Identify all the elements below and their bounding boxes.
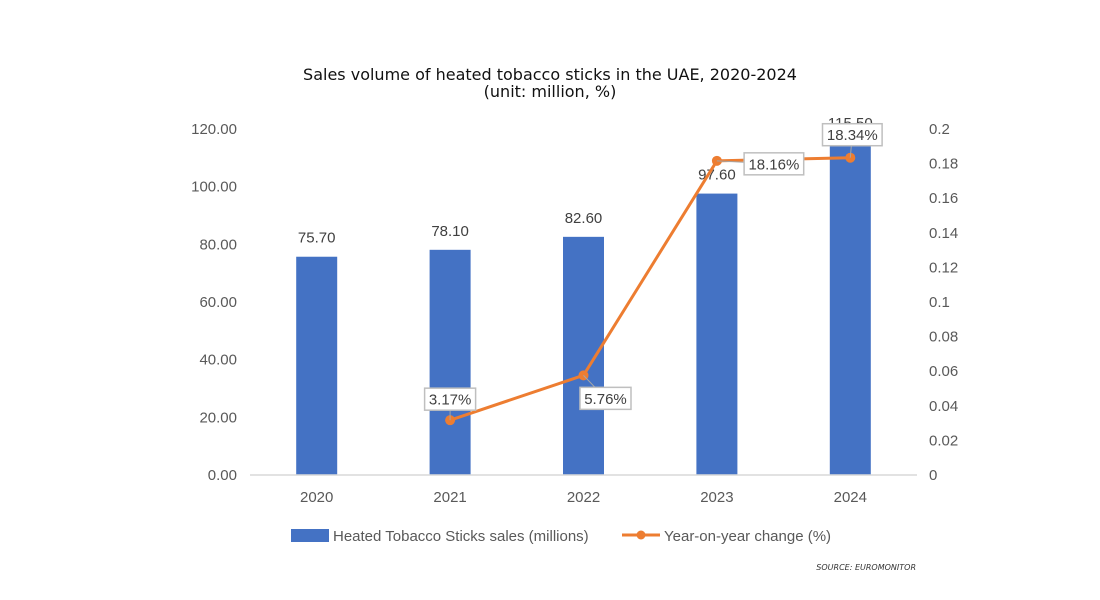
line-label-box (821, 122, 883, 147)
right-tick-label: 0.06 (929, 363, 958, 380)
bar-series (296, 141, 871, 475)
line-label-box (743, 152, 805, 176)
left-tick-label: 40.00 (199, 352, 237, 369)
legend-line-marker (636, 530, 646, 540)
left-tick-label: 0.00 (208, 467, 237, 484)
right-tick-label: 0.18 (929, 156, 958, 173)
bar-data-label: 78.10 (431, 223, 469, 240)
bar-data-label: 82.60 (565, 210, 603, 227)
chart-title: Sales volume of heated tobacco sticks in… (303, 65, 797, 84)
line-data-label: 5.76% (584, 391, 627, 408)
right-tick-label: 0.2 (929, 121, 950, 138)
bar (429, 249, 471, 475)
right-tick-label: 0.12 (929, 259, 958, 276)
line-label-box (579, 386, 632, 411)
line-data-label: 18.34% (827, 127, 878, 144)
line-path (449, 156, 851, 422)
bar-data-label: 75.70 (298, 230, 336, 247)
bar (696, 193, 738, 475)
left-tick-label: 60.00 (199, 294, 237, 311)
line-data-labels: 3.17% 5.76% 18.16% 18.34% (423, 122, 883, 421)
right-tick-label: 0.16 (929, 190, 958, 207)
line-series (445, 152, 856, 426)
line-data-label: 3.17% (429, 392, 472, 409)
bar (829, 141, 871, 475)
right-tick-label: 0.02 (929, 432, 958, 449)
source-note: SOURCE: EUROMONITOR (816, 563, 916, 572)
left-tick-label: 20.00 (199, 409, 237, 426)
chart-subtitle: (unit: million, %) (484, 82, 617, 101)
left-axis: 0.00 20.00 40.00 60.00 80.00 100.00 120.00 (191, 121, 237, 484)
x-axis: 2020 2021 2022 2023 2024 (300, 489, 867, 506)
x-tick-label: 2024 (834, 489, 867, 506)
legend-line-label: Year-on-year change (%) (664, 528, 831, 545)
x-tick-label: 2022 (567, 489, 600, 506)
right-tick-label: 0.1 (929, 294, 950, 311)
bar (296, 256, 338, 475)
right-tick-label: 0.14 (929, 225, 958, 242)
line-data-label: 18.16% (748, 156, 799, 173)
right-tick-label: 0.08 (929, 329, 958, 346)
x-tick-label: 2020 (300, 489, 333, 506)
left-tick-label: 120.00 (191, 121, 237, 138)
legend-bar-label: Heated Tobacco Sticks sales (millions) (333, 528, 589, 545)
left-tick-label: 80.00 (199, 236, 237, 253)
right-axis: 0 0.02 0.04 0.06 0.08 0.1 0.12 0.14 0.16 0.18 0.2 (929, 121, 958, 484)
line-label-box (423, 387, 477, 411)
bar (563, 236, 604, 475)
x-tick-label: 2023 (700, 489, 733, 506)
left-tick-label: 100.00 (191, 179, 237, 196)
legend: Heated Tobacco Sticks sales (millions) Y… (291, 528, 831, 545)
right-tick-label: 0.04 (929, 398, 958, 415)
bar-data-label: 97.60 (698, 167, 736, 184)
right-tick-label: 0 (929, 467, 937, 484)
legend-bar-swatch (291, 529, 329, 542)
x-tick-label: 2021 (433, 489, 466, 506)
